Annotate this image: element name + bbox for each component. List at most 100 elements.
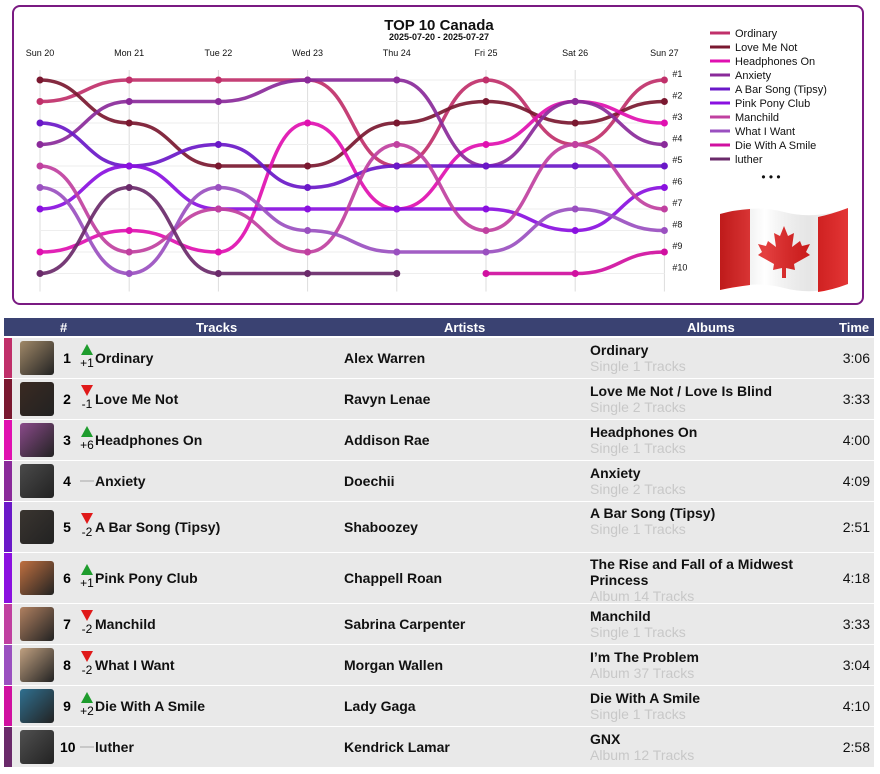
artist-name[interactable]: Doechii xyxy=(344,473,395,489)
series-point xyxy=(482,270,490,277)
album-cover-image[interactable] xyxy=(20,730,54,764)
track-title[interactable]: Headphones On xyxy=(95,432,203,448)
col-artists[interactable]: Artists xyxy=(444,320,486,335)
series-point xyxy=(482,76,490,84)
rank-label: #6 xyxy=(672,177,682,187)
track-title[interactable]: Die With A Smile xyxy=(95,698,206,714)
legend-label: Manchild xyxy=(735,112,779,124)
series-point xyxy=(214,98,222,105)
series-point xyxy=(571,141,579,148)
series-point xyxy=(36,205,44,213)
series-point xyxy=(571,227,579,234)
series-point xyxy=(125,270,133,277)
series-point xyxy=(214,76,222,84)
series-point xyxy=(660,119,668,127)
track-duration: 3:33 xyxy=(842,391,870,407)
series-line xyxy=(38,185,399,276)
album-title[interactable]: Die With A Smile xyxy=(590,690,701,706)
table-row[interactable]: 2 -1 Love Me Not Ravyn Lenae Love Me Not / L… xyxy=(4,379,874,420)
legend-label: Pink Pony Club xyxy=(735,98,810,110)
table-row[interactable]: 6 +1 Pink Pony Club Chappell Roan The Rise a… xyxy=(4,553,874,604)
album-cover-image[interactable] xyxy=(20,648,54,682)
series-point xyxy=(571,119,579,127)
table-header: # Tracks Artists Albums Time xyxy=(4,318,874,336)
album-title[interactable]: I’m The Problem xyxy=(590,649,699,665)
series-point xyxy=(660,76,668,84)
track-title[interactable]: Anxiety xyxy=(95,473,146,489)
artist-name[interactable]: Addison Rae xyxy=(344,432,430,448)
artist-name[interactable]: Alex Warren xyxy=(344,350,426,366)
album-cell: A Bar Song (Tipsy) Single 1 Tracks xyxy=(590,505,820,537)
album-cover-image[interactable] xyxy=(20,607,54,641)
table-row[interactable]: 3 +6 Headphones On Addison Rae Headphones On… xyxy=(4,420,874,461)
artist-name[interactable]: Ravyn Lenae xyxy=(344,391,431,407)
series-point xyxy=(393,248,401,256)
table-row[interactable]: 1 +1 Ordinary Alex Warren Ordinary Single 1 T… xyxy=(4,338,874,379)
album-cover-image[interactable] xyxy=(20,423,54,457)
track-title[interactable]: Ordinary xyxy=(95,350,154,366)
album-title[interactable]: Headphones On xyxy=(590,424,698,440)
rank-label: #3 xyxy=(672,112,682,122)
track-title[interactable]: Love Me Not xyxy=(95,391,179,407)
rank-change xyxy=(76,480,98,482)
legend-more: • • • xyxy=(761,170,780,184)
table-row[interactable]: 8 -2 What I Want Morgan Wallen I’m The Probl… xyxy=(4,645,874,686)
series-point xyxy=(304,248,312,256)
artist-name[interactable]: Lady Gaga xyxy=(344,698,416,714)
artist-name[interactable]: Sabrina Carpenter xyxy=(344,616,466,632)
table-row[interactable]: 10 luther Kendrick Lamar GNX Album 12 Tracks… xyxy=(4,727,874,768)
row-color-bar xyxy=(4,420,12,460)
rank-change: +1 xyxy=(76,344,98,370)
album-title[interactable]: A Bar Song (Tipsy) xyxy=(590,505,716,521)
album-cover-image[interactable] xyxy=(20,464,54,498)
rank-change: -1 xyxy=(76,385,98,411)
album-title[interactable]: Manchild xyxy=(590,608,651,624)
change-value: -2 xyxy=(81,663,93,677)
series-point xyxy=(482,98,490,105)
album-cover-image[interactable] xyxy=(20,341,54,375)
day-label: Fri 25 xyxy=(474,48,497,58)
table-row[interactable]: 7 -2 Manchild Sabrina Carpenter Manchild Sing… xyxy=(4,604,874,645)
change-value: -2 xyxy=(81,525,93,539)
artist-name[interactable]: Kendrick Lamar xyxy=(344,739,450,755)
col-tracks[interactable]: Tracks xyxy=(196,320,238,335)
album-title[interactable]: Love Me Not / Love Is Blind xyxy=(590,383,773,399)
series-point xyxy=(125,119,133,127)
artist-name[interactable]: Morgan Wallen xyxy=(344,657,444,673)
album-title[interactable]: Anxiety xyxy=(590,465,641,481)
album-title[interactable]: The Rise and Fall of a Midwest Princess xyxy=(590,556,794,588)
legend-label: Headphones On xyxy=(735,56,815,68)
series-point xyxy=(660,248,668,256)
album-cover-image[interactable] xyxy=(20,561,54,595)
track-title[interactable]: A Bar Song (Tipsy) xyxy=(95,519,221,535)
album-cell: Ordinary Single 1 Tracks xyxy=(590,342,820,374)
table-row[interactable]: 4 Anxiety Doechii Anxiety Single 2 Tracks 4:0… xyxy=(4,461,874,502)
table-row[interactable]: 5 -2 A Bar Song (Tipsy) Shaboozey A Bar Song… xyxy=(4,502,874,553)
rank-number: 4 xyxy=(63,473,71,489)
series-point xyxy=(482,248,490,256)
col-albums[interactable]: Albums xyxy=(687,320,735,335)
track-title[interactable]: Manchild xyxy=(95,616,156,632)
track-title[interactable]: What I Want xyxy=(95,657,175,673)
track-title[interactable]: luther xyxy=(95,739,134,755)
album-title[interactable]: Ordinary xyxy=(590,342,649,358)
track-duration: 4:10 xyxy=(842,698,870,714)
row-color-bar xyxy=(4,338,12,378)
album-cell: GNX Album 12 Tracks xyxy=(590,731,820,763)
track-title[interactable]: Pink Pony Club xyxy=(95,570,198,586)
album-cover-image[interactable] xyxy=(20,382,54,416)
artist-name[interactable]: Chappell Roan xyxy=(344,570,443,586)
album-info: Single 1 Tracks xyxy=(590,624,686,640)
series-line xyxy=(38,78,667,168)
artist-name[interactable]: Shaboozey xyxy=(344,519,418,535)
table-row[interactable]: 9 +2 Die With A Smile Lady Gaga Die With A S… xyxy=(4,686,874,727)
rank-change: -2 xyxy=(76,610,98,636)
series-point xyxy=(214,248,222,256)
day-label: Wed 23 xyxy=(292,48,323,58)
album-title[interactable]: GNX xyxy=(590,731,621,747)
album-cover-image[interactable] xyxy=(20,689,54,723)
track-duration: 4:09 xyxy=(842,473,870,489)
col-time[interactable]: Time xyxy=(839,320,870,335)
series-point xyxy=(36,270,44,277)
album-cover-image[interactable] xyxy=(20,510,54,544)
